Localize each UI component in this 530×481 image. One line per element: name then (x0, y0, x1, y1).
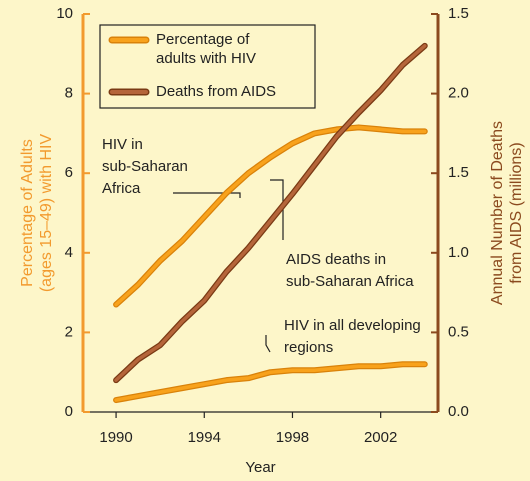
legend-label: Percentage of (156, 31, 250, 48)
annotation: AIDS deaths in (286, 251, 386, 268)
x-tick-label: 1998 (276, 429, 309, 446)
annotation: sub-Saharan Africa (286, 273, 414, 290)
y-tick-label: 2 (65, 323, 73, 340)
annotation: HIV in all developing (284, 317, 421, 334)
legend-label: Deaths from AIDS (156, 83, 276, 100)
y2-tick-label: 1.5 (448, 5, 469, 22)
series-line (114, 362, 427, 402)
x-tick-label: 1990 (99, 429, 132, 446)
annotation: sub-Saharan (102, 158, 188, 175)
y-tick-label: 8 (65, 85, 73, 102)
leader (270, 179, 284, 240)
x-tick-label: 1994 (188, 429, 221, 446)
y2-tick-label: 0.0 (448, 403, 469, 420)
annotation-leaders (173, 179, 284, 353)
y2-tick-label: 0.5 (448, 323, 469, 340)
y2-tick-label: 1.0 (448, 244, 469, 261)
annotation: HIV in (102, 136, 143, 153)
y2-tick-label: 1.5 (448, 164, 469, 181)
x-axis-label: Year (245, 459, 275, 476)
series-line-outline (113, 361, 428, 404)
y-tick-label: 0 (65, 403, 73, 420)
y-tick-label: 4 (65, 244, 73, 261)
y-tick-label: 6 (65, 164, 73, 181)
y2-axis-label: from AIDS (millions) (508, 142, 525, 283)
x-tick-label: 2002 (364, 429, 397, 446)
series-line (114, 44, 427, 382)
leader (173, 192, 241, 198)
y-axis-label: Percentage of Adults (19, 139, 36, 287)
y-tick-label: 10 (56, 5, 73, 22)
series-line (114, 125, 427, 307)
annotation: regions (284, 339, 333, 356)
y-axis-label: (ages 15–49) with HIV (38, 134, 55, 293)
y2-tick-label: 2.0 (448, 85, 469, 102)
y2-axis-label: Annual Number of Deaths (489, 121, 506, 305)
leader (265, 335, 271, 353)
annotation: Africa (102, 180, 141, 197)
legend-label: adults with HIV (156, 50, 256, 67)
